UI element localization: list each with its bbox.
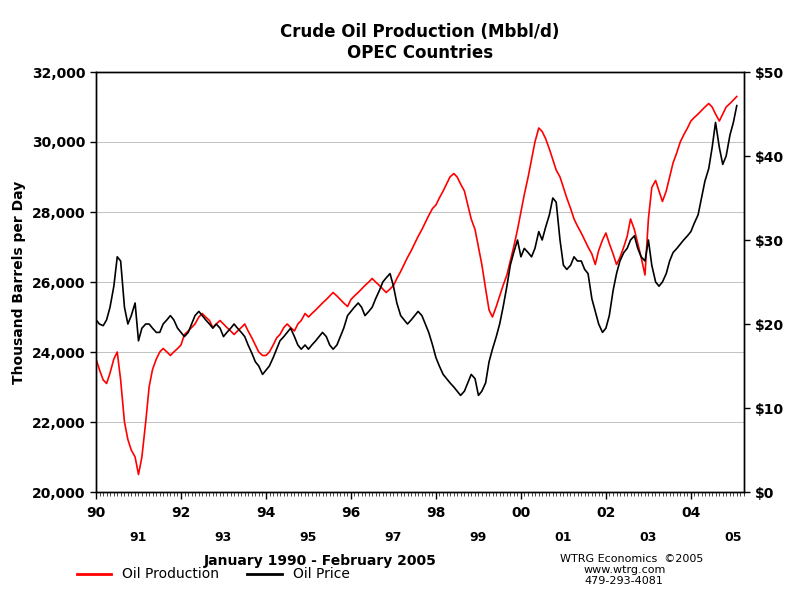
Text: WTRG Economics  ©2005: WTRG Economics ©2005 [560,554,703,564]
Oil Production [417,226,426,233]
Text: 01: 01 [554,531,572,544]
Text: 99: 99 [470,531,487,544]
Text: www.wtrg.com: www.wtrg.com [584,565,666,575]
Oil Production [91,355,101,362]
Oil Price [91,316,101,323]
Y-axis label: Thousand Barrels per Day: Thousand Barrels per Day [13,181,26,383]
Oil Price [410,312,419,319]
Oil Production [354,289,363,296]
Title: Crude Oil Production (Mbbl/d)
OPEC Countries: Crude Oil Production (Mbbl/d) OPEC Count… [280,23,560,62]
Oil Production [414,233,423,240]
Oil Production [506,257,515,265]
Oil Price [506,262,515,269]
Text: 479-293-4081: 479-293-4081 [584,576,663,586]
Oil Price [350,304,359,311]
Oil Price [304,346,314,353]
Oil Price [456,392,466,399]
Oil Production [134,471,143,478]
Text: 03: 03 [640,531,657,544]
Oil Production [307,310,317,317]
Legend: Oil Production, Oil Price: Oil Production, Oil Price [71,562,355,587]
Oil Price [414,308,423,315]
Oil Price [382,274,391,281]
Oil Production [386,286,395,293]
Text: 95: 95 [300,531,317,544]
Text: 91: 91 [130,531,147,544]
Oil Production [732,93,742,100]
Text: 93: 93 [215,531,232,544]
Text: 97: 97 [385,531,402,544]
Text: 05: 05 [725,531,742,544]
Line: Oil Price: Oil Price [96,106,737,395]
Oil Price [732,102,742,109]
Line: Oil Production: Oil Production [96,97,737,475]
Text: January 1990 - February 2005: January 1990 - February 2005 [203,554,437,568]
